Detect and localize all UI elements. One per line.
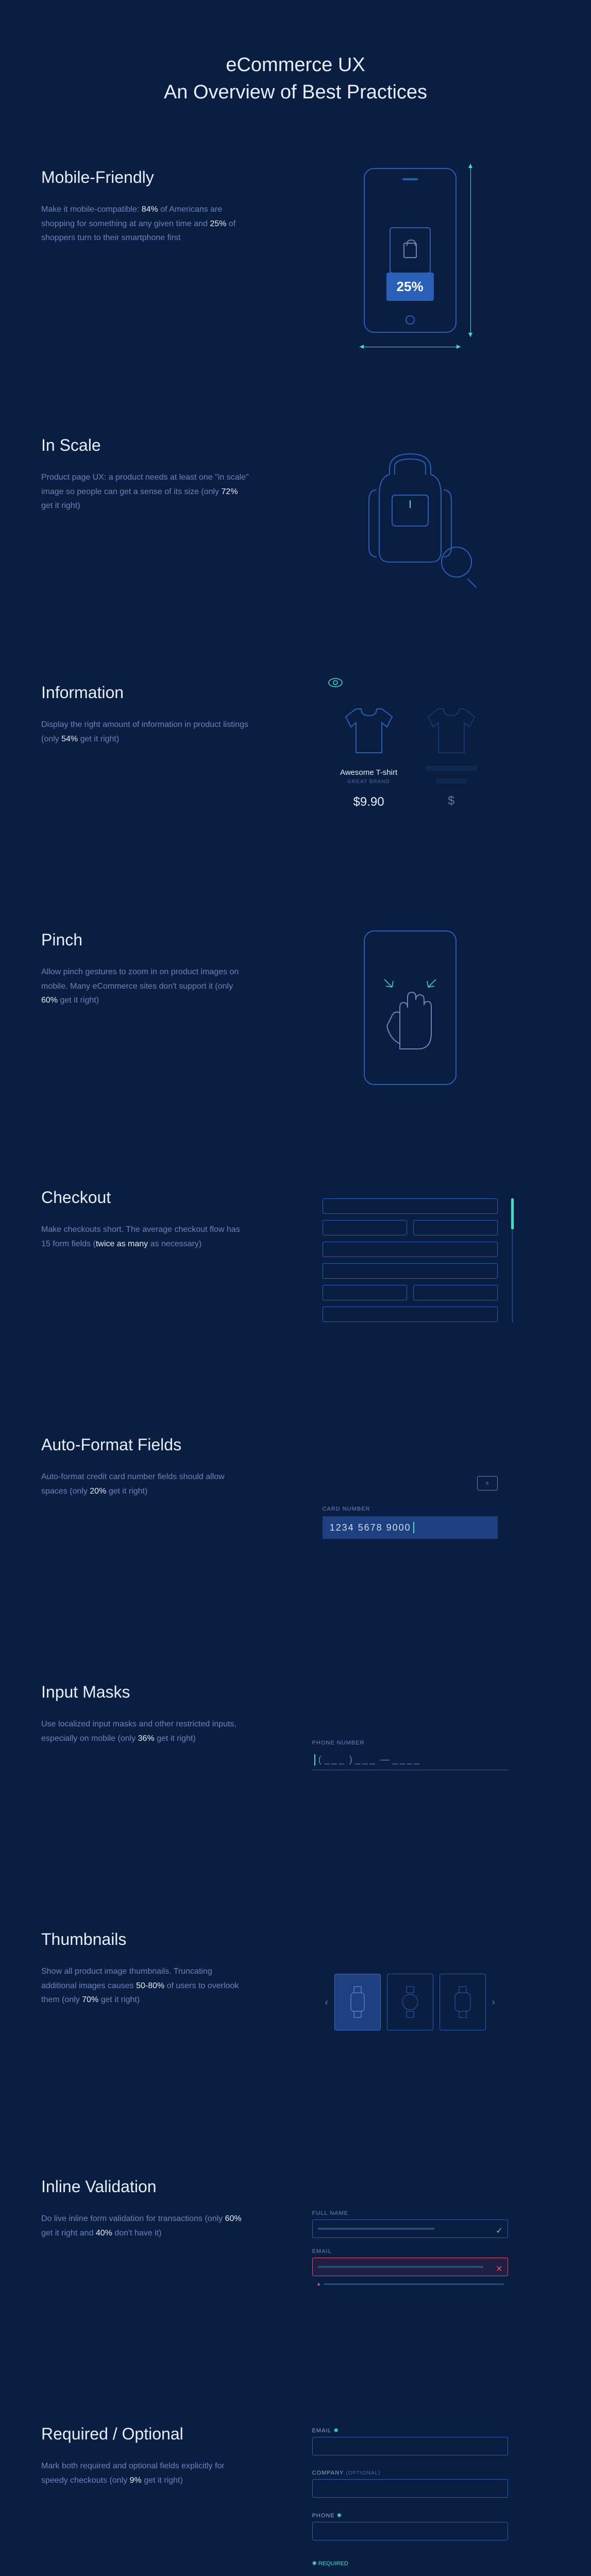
required-star-icon: ✱ xyxy=(334,2428,339,2434)
card-number-input[interactable]: 1234 5678 9000 xyxy=(323,1516,498,1539)
height-dimension-icon xyxy=(470,164,471,337)
section-desc: Mark both required and optional fields e… xyxy=(41,2459,249,2487)
credit-card-icon: ≡ xyxy=(477,1476,498,1490)
checkout-form-illustration xyxy=(323,1198,498,1322)
hand-icon xyxy=(377,961,444,1054)
section-desc: Display the right amount of information … xyxy=(41,718,249,745)
thumb-next-icon[interactable]: › xyxy=(492,1997,495,2008)
tshirt-icon xyxy=(338,701,400,758)
watch-icon xyxy=(397,1984,423,2020)
section-scale: In Scale Product page UX: a product need… xyxy=(41,436,550,580)
page-header: eCommerce UX An Overview of Best Practic… xyxy=(41,52,550,106)
section-title: Checkout xyxy=(41,1188,249,1207)
cursor-icon xyxy=(413,1522,414,1533)
thumb-prev-icon[interactable]: ‹ xyxy=(325,1997,328,2008)
phone-input[interactable]: (___) ___ — ____ xyxy=(312,1750,508,1770)
section-title: Pinch xyxy=(41,930,249,950)
section-thumbnails: Thumbnails Show all product image thumbn… xyxy=(41,1930,550,2074)
thumbnail[interactable] xyxy=(440,1974,486,2030)
section-title: Required / Optional xyxy=(41,2425,249,2444)
section-desc: Use localized input masks and other rest… xyxy=(41,1717,249,1745)
error-icon: ✕ xyxy=(496,2264,502,2274)
phone-pinch-illustration xyxy=(364,930,457,1085)
product-name: Awesome T-shirt xyxy=(340,768,397,777)
section-information: Information Display the right amount of … xyxy=(41,683,550,827)
phone-mockup: 25% xyxy=(364,168,457,333)
section-title: Information xyxy=(41,683,249,702)
error-message: ▲ xyxy=(312,2279,508,2289)
section-desc: Make it mobile-compatible: 84% of Americ… xyxy=(41,202,249,245)
section-title: Mobile-Friendly xyxy=(41,168,249,187)
section-desc: Make checkouts short. The average checko… xyxy=(41,1223,249,1250)
percentage-badge: 25% xyxy=(386,273,434,301)
field-label: PHONE NUMBER xyxy=(312,1740,508,1746)
thumbnail[interactable] xyxy=(334,1974,381,2030)
section-desc: Show all product image thumbnails. Trunc… xyxy=(41,1964,249,2007)
watch-icon xyxy=(450,1984,476,2020)
name-field[interactable]: FULL NAME ✓ xyxy=(312,2210,508,2238)
section-title: In Scale xyxy=(41,436,249,455)
tshirt-icon xyxy=(420,701,482,758)
section-checkout: Checkout Make checkouts short. The avera… xyxy=(41,1188,550,1332)
section-title: Auto-Format Fields xyxy=(41,1435,249,1454)
page-title: eCommerce UX An Overview of Best Practic… xyxy=(41,52,550,106)
product-brand: GREAT BRAND xyxy=(347,779,390,785)
product-price: $9.90 xyxy=(353,795,384,809)
section-desc: Product page UX: a product needs at leas… xyxy=(41,470,249,513)
bag-icon xyxy=(403,243,417,258)
watch-icon xyxy=(345,1984,370,2020)
email-field[interactable]: EMAIL ✕ ▲ xyxy=(312,2248,508,2289)
section-title: Inline Validation xyxy=(41,2177,249,2196)
section-desc: Allow pinch gestures to zoom in on produ… xyxy=(41,965,249,1007)
company-optional-field[interactable]: COMPANY (OPTIONAL) xyxy=(312,2470,508,2498)
product-card-faded: $ xyxy=(420,701,482,808)
section-autoformat: Auto-Format Fields Auto-format credit ca… xyxy=(41,1435,550,1580)
check-icon: ✓ xyxy=(496,2226,502,2236)
section-desc: Auto-format credit card number fields sh… xyxy=(41,1470,249,1498)
field-label: CARD NUMBER xyxy=(323,1506,498,1512)
section-title: Input Masks xyxy=(41,1683,249,1702)
backpack-illustration xyxy=(364,449,457,567)
section-mobile: Mobile-Friendly Make it mobile-compatibl… xyxy=(41,168,550,333)
section-pinch: Pinch Allow pinch gestures to zoom in on… xyxy=(41,930,550,1085)
cursor-icon xyxy=(314,1754,315,1766)
product-card: Awesome T-shirt GREAT BRAND $9.90 xyxy=(338,701,400,809)
section-masks: Input Masks Use localized input masks an… xyxy=(41,1683,550,1827)
phone-required-field[interactable]: PHONE✱ xyxy=(312,2512,508,2540)
required-note: ✱ REQUIRED xyxy=(312,2560,508,2567)
product-price-faded: $ xyxy=(448,794,454,808)
thumbnail[interactable] xyxy=(387,1974,433,2030)
scrollbar-thumb[interactable] xyxy=(511,1198,514,1229)
magnify-icon xyxy=(441,547,472,578)
section-inline: Inline Validation Do live inline form va… xyxy=(41,2177,550,2321)
required-star-icon: ✱ xyxy=(337,2513,342,2519)
eye-icon xyxy=(328,675,343,690)
section-title: Thumbnails xyxy=(41,1930,249,1949)
section-required: Required / Optional Mark both required a… xyxy=(41,2425,550,2569)
email-required-field[interactable]: EMAIL✱ xyxy=(312,2427,508,2455)
section-desc: Do live inline form validation for trans… xyxy=(41,2212,249,2240)
